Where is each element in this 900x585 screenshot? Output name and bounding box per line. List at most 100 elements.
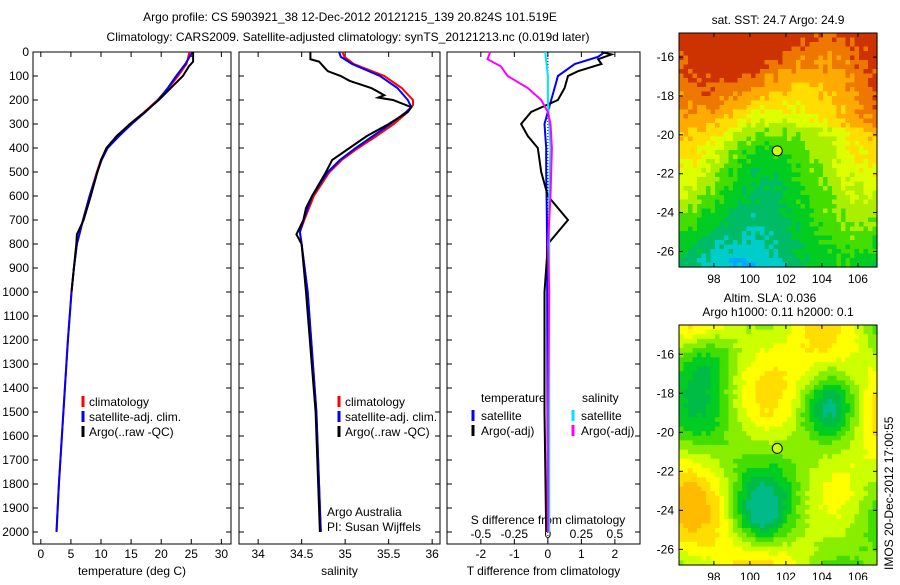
- map-cell: [818, 541, 824, 548]
- map-cell: [742, 546, 748, 552]
- map-cell: [859, 195, 865, 201]
- map-cell: [719, 199, 725, 205]
- map-cell: [679, 421, 685, 428]
- map-cell: [845, 244, 851, 250]
- map-cell: [683, 426, 689, 432]
- map-cell: [764, 435, 770, 441]
- map-cell: [818, 445, 824, 451]
- map-cell: [737, 532, 743, 538]
- map-cell: [728, 505, 734, 511]
- map-cell: [679, 463, 685, 469]
- map-cell: [683, 537, 689, 543]
- map-cell: [796, 37, 802, 43]
- map-cell: [683, 226, 689, 232]
- map-cell: [796, 199, 802, 205]
- map-cell: [710, 168, 716, 174]
- map-cell: [746, 253, 752, 259]
- map-cell: [827, 60, 833, 66]
- map-cell: [854, 172, 860, 178]
- map-cell: [782, 417, 788, 423]
- map-cell: [746, 541, 752, 548]
- map-cell: [773, 421, 779, 428]
- map-cell: [746, 186, 752, 192]
- map-cell: [841, 412, 847, 418]
- map-cell: [742, 222, 748, 228]
- map-cell: [814, 154, 820, 160]
- map-cell: [859, 163, 865, 169]
- map-cell: [746, 82, 752, 88]
- map-cell: [733, 463, 739, 469]
- map-cell: [683, 546, 689, 552]
- map-cell: [746, 118, 752, 124]
- map-cell: [818, 37, 824, 43]
- map-cell: [769, 235, 775, 241]
- map-cell: [823, 500, 829, 506]
- map-cell: [737, 136, 743, 142]
- map-cell: [760, 338, 766, 345]
- map-cell: [742, 226, 748, 232]
- map-cell: [755, 477, 761, 483]
- map-cell: [710, 417, 716, 423]
- map-cell: [715, 375, 721, 381]
- map-cell: [787, 73, 793, 79]
- map-cell: [688, 235, 694, 241]
- map-cell: [782, 421, 788, 428]
- map-cell: [791, 421, 797, 428]
- map-cell: [836, 408, 842, 414]
- map-cell: [859, 380, 865, 386]
- y-tick-label: 600: [9, 189, 29, 203]
- map-cell: [782, 454, 788, 460]
- map-cell: [755, 253, 761, 259]
- map-cell: [692, 468, 698, 474]
- map-cell: [791, 505, 797, 511]
- map-cell: [719, 468, 725, 474]
- map-cell: [791, 91, 797, 97]
- map-cell: [724, 334, 730, 340]
- map-cell: [746, 389, 752, 395]
- map-cell: [796, 172, 802, 178]
- map-cell: [719, 181, 725, 187]
- map-cell: [818, 69, 824, 75]
- map-cell: [800, 523, 806, 529]
- map-cell: [715, 186, 721, 192]
- map-cell: [773, 190, 779, 196]
- map-cell: [746, 55, 752, 61]
- map-cell: [809, 87, 815, 93]
- y-tick-label: 1000: [2, 285, 29, 299]
- map-cell: [724, 249, 730, 255]
- map-cell: [679, 253, 685, 259]
- map-cell: [845, 505, 851, 511]
- map-cell: [872, 105, 878, 111]
- map-cell: [827, 394, 833, 400]
- map-cell: [692, 190, 698, 196]
- map-cell: [872, 73, 878, 79]
- map-cell: [872, 329, 878, 335]
- map-cell: [710, 445, 716, 451]
- map-cell: [818, 51, 824, 57]
- map-cell: [787, 132, 793, 138]
- map-cell: [809, 123, 815, 129]
- map-cell: [688, 463, 694, 469]
- map-cell: [683, 82, 689, 88]
- map-cell: [782, 532, 788, 538]
- map-cell: [845, 114, 851, 120]
- map-cell: [832, 371, 838, 377]
- map-cell: [809, 426, 815, 432]
- map-cell: [782, 132, 788, 138]
- map-cell: [692, 87, 698, 93]
- map-cell: [836, 486, 842, 492]
- map-cell: [760, 60, 766, 66]
- map-cell: [760, 435, 766, 441]
- map-cell: [854, 60, 860, 66]
- map-cell: [872, 555, 878, 561]
- map-cell: [724, 491, 730, 497]
- map-cell: [760, 412, 766, 418]
- map-cell: [832, 37, 838, 43]
- map-cell: [805, 159, 811, 165]
- map-cell: [764, 46, 770, 52]
- map-cell: [755, 82, 761, 88]
- map-cell: [701, 78, 707, 84]
- map-cell: [859, 486, 865, 492]
- map-cell: [683, 105, 689, 111]
- map-cell: [818, 141, 824, 147]
